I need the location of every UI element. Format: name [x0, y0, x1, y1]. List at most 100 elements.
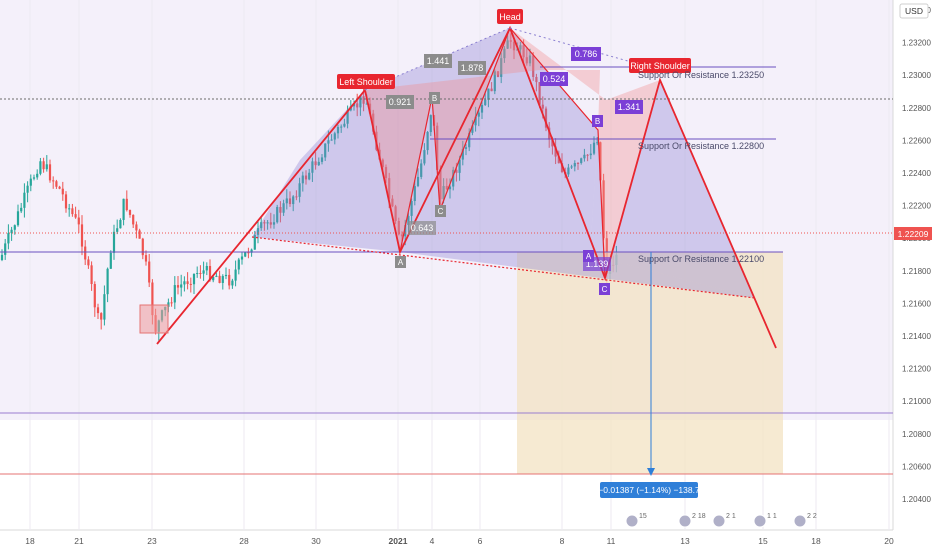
candle-body [122, 198, 125, 220]
time-axis-ticks: 18 21 23 28 30 2021 4 6 8 11 13 15 18 20 [25, 536, 894, 546]
time-tick-label: 21 [74, 536, 84, 546]
candle-body [583, 154, 586, 159]
candle-body [388, 178, 391, 199]
time-tick-label: 15 [758, 536, 768, 546]
candle-body [317, 161, 320, 166]
economic-events[interactable]: 15 2 18 2 1 1 1 2 2 [625, 513, 817, 528]
event-flag-icon[interactable] [625, 514, 639, 528]
candle-body [141, 238, 144, 256]
candle-body [138, 230, 141, 239]
candle-body [461, 148, 464, 160]
point-label-a2: A [583, 250, 594, 262]
candle-body [346, 110, 349, 124]
candle-body [516, 49, 519, 51]
candle-body [20, 207, 23, 212]
event-flag-icon[interactable] [712, 514, 726, 528]
candle-body [109, 252, 112, 269]
candle-body [320, 157, 324, 162]
candle-body [586, 154, 589, 156]
candle-body [224, 274, 228, 277]
candle-body [589, 153, 592, 156]
candle-body [263, 222, 266, 224]
event-count: 2 1 [726, 513, 736, 520]
event-flag-icon[interactable] [678, 514, 692, 528]
candle-body [359, 96, 362, 108]
candle-body [445, 186, 448, 190]
candle-body [509, 40, 512, 42]
candle-body [90, 265, 93, 285]
candle-body [538, 82, 541, 105]
candle-body [244, 252, 247, 257]
candle-body [468, 132, 471, 148]
candle-body [180, 284, 183, 288]
candle-body [80, 224, 84, 247]
candle-body [554, 146, 557, 157]
candle-body [29, 178, 32, 186]
candle-body [423, 150, 426, 164]
candle-body [442, 186, 445, 200]
candle-body [269, 222, 272, 225]
candle-body [560, 163, 564, 173]
candle-body [484, 99, 487, 106]
point-label-c1: C [435, 205, 446, 217]
candle-body [202, 270, 205, 274]
candle-body [426, 132, 429, 151]
candle-body [77, 217, 80, 225]
point-label-c2: C [599, 283, 610, 295]
candle-body [55, 181, 58, 187]
candle-body [528, 55, 532, 64]
candle-body [176, 285, 180, 288]
candle-body [208, 265, 212, 281]
candle-body [599, 142, 602, 181]
candle-body [311, 161, 314, 173]
svg-text:0.524: 0.524 [543, 74, 566, 84]
svg-text:A: A [398, 258, 404, 267]
candle-body [356, 103, 359, 108]
candle-body [506, 40, 509, 49]
candle-body [532, 55, 535, 77]
candle-body [487, 88, 490, 100]
current-price-tag: 1.22209 [894, 227, 932, 240]
candle-body [477, 112, 480, 117]
event-flag-icon[interactable] [753, 514, 767, 528]
harmonic-fill-left [252, 28, 755, 298]
candle-body [116, 228, 119, 232]
left-shoulder-label: Left Shoulder [337, 74, 395, 89]
svg-text:−0.01387 (−1.14%) −138.7: −0.01387 (−1.14%) −138.7 [598, 485, 700, 495]
point-label-b1: B [429, 92, 440, 104]
candle-body [13, 225, 16, 230]
candle-body [580, 158, 583, 164]
candle-body [196, 273, 199, 275]
time-tick-label: 8 [560, 536, 565, 546]
svg-text:1.878: 1.878 [461, 63, 484, 73]
event-flag-icon[interactable] [793, 514, 807, 528]
svg-text:USD: USD [905, 6, 923, 16]
candle-body [304, 175, 308, 180]
candle-body [464, 147, 468, 149]
candle-body [61, 188, 64, 195]
candle-body [490, 88, 493, 92]
candle-body [288, 198, 292, 205]
candle-body [336, 127, 340, 134]
currency-button[interactable]: USD [899, 3, 929, 19]
candle-body [144, 255, 148, 262]
time-tick-label: 18 [811, 536, 821, 546]
candle-body [500, 58, 503, 77]
candle-body [221, 276, 224, 283]
candle-body [397, 220, 400, 235]
candle-body [512, 41, 516, 51]
candle-body [199, 273, 202, 275]
svg-text:Left Shoulder: Left Shoulder [339, 77, 393, 87]
candle-body [173, 285, 176, 303]
candle-body [519, 45, 522, 50]
point-label-b2: B [592, 115, 603, 127]
ratio-label-0643: 0.643 [408, 221, 436, 235]
candle-body [272, 222, 276, 225]
candle-body [192, 273, 196, 285]
price-tick-label: 1.21800 [902, 267, 931, 276]
event-count: 15 [639, 513, 647, 520]
svg-text:B: B [432, 94, 437, 103]
candle-body [10, 229, 13, 234]
event-count: 1 1 [767, 513, 777, 520]
